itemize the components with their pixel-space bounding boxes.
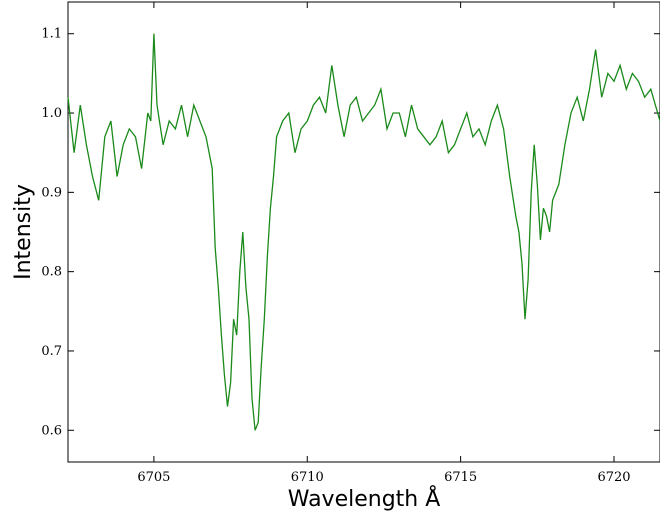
- x-axis-ticks: 6705 6710 6715 6720: [137, 2, 631, 485]
- y-tick-label: 1.1: [41, 27, 62, 42]
- x-tick-label: 6705: [137, 470, 170, 485]
- x-tick-label: 6715: [444, 470, 477, 485]
- intensity-series-line: [67, 33, 660, 431]
- y-axis-label: Intensity: [11, 184, 36, 280]
- x-axis-label: Wavelength Å: [288, 485, 441, 512]
- y-tick-label: 0.9: [41, 185, 62, 200]
- y-tick-label: 0.6: [41, 423, 62, 438]
- y-tick-label: 0.7: [41, 344, 62, 359]
- y-tick-label: 1.0: [41, 106, 62, 121]
- plot-area: [67, 1, 660, 463]
- y-axis-ticks: 0.6 0.7 0.8 0.9 1.0 1.1: [41, 27, 660, 438]
- x-tick-label: 6720: [597, 470, 630, 485]
- x-tick-label: 6710: [291, 470, 324, 485]
- y-tick-label: 0.8: [41, 265, 62, 280]
